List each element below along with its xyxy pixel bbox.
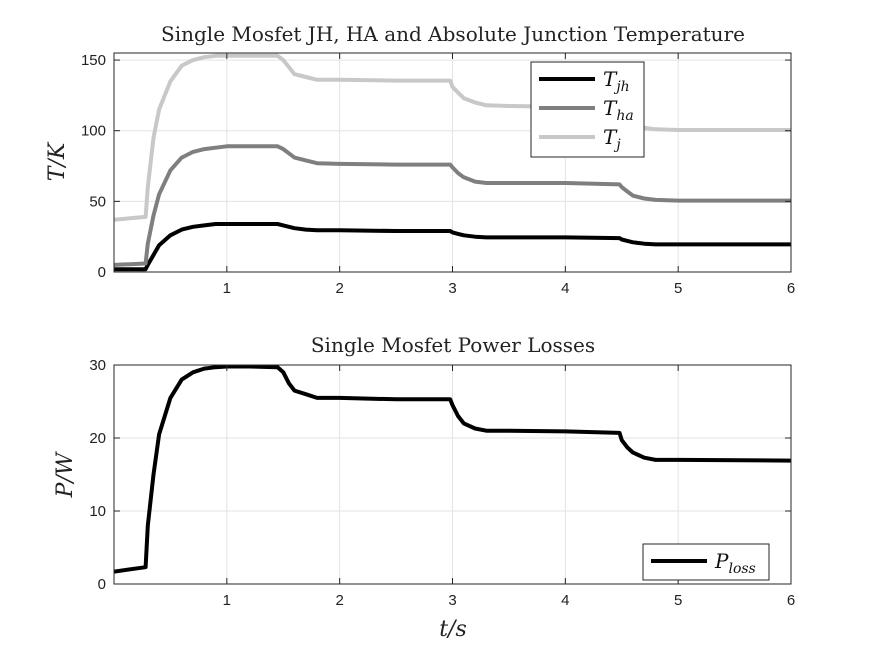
y-tick-label: 150	[81, 52, 106, 69]
top-plot-ylabel: T/K	[45, 141, 70, 181]
legend-label-t-j: Tj	[603, 125, 621, 153]
top-plot-temperatures: Single Mosfet JH, HA and Absolute Juncti…	[45, 22, 795, 297]
top-plot-title: Single Mosfet JH, HA and Absolute Juncti…	[161, 22, 745, 46]
top-plot-ticks: 1 2 3 4 5 6 0 50 100 150	[81, 52, 795, 297]
bottom-plot-xlabel: t/s	[439, 617, 467, 642]
series-line-t-jh	[114, 222, 791, 272]
x-tick-label: 4	[561, 592, 569, 609]
legend-label-p-loss: Ploss	[714, 549, 756, 577]
legend-label-t-ha: Tha	[603, 96, 634, 124]
bottom-plot-ylabel: P/W	[53, 450, 78, 498]
y-tick-label: 10	[89, 503, 106, 520]
x-tick-label: 6	[787, 280, 795, 297]
legend-label-t-jh: Tjh	[603, 67, 630, 95]
bottom-plot-series	[114, 365, 791, 574]
x-tick-label: 1	[223, 280, 231, 297]
x-tick-label: 3	[448, 592, 456, 609]
x-tick-label: 3	[448, 280, 456, 297]
y-tick-label: 50	[89, 193, 106, 210]
y-tick-label: 0	[98, 264, 106, 281]
bottom-plot-ticks: 1 2 3 4 5 6 0 10 20 30	[89, 357, 795, 609]
x-tick-label: 5	[674, 592, 682, 609]
y-tick-label: 0	[98, 576, 106, 593]
y-tick-label: 100	[81, 123, 106, 140]
x-tick-label: 2	[335, 592, 343, 609]
x-tick-label: 1	[223, 592, 231, 609]
series-line-p-loss	[114, 365, 791, 574]
bottom-plot-power: Single Mosfet Power Losses 1 2 3 4 5 6 0 10 20 30…	[53, 333, 795, 642]
bottom-plot-legend: Ploss	[642, 543, 770, 581]
y-tick-label: 30	[89, 357, 106, 374]
x-tick-label: 2	[335, 280, 343, 297]
bottom-plot-title: Single Mosfet Power Losses	[311, 333, 595, 357]
x-tick-label: 6	[787, 592, 795, 609]
x-tick-label: 5	[674, 280, 682, 297]
x-tick-label: 4	[561, 280, 569, 297]
y-tick-label: 20	[89, 430, 106, 447]
series-line-t-ha	[114, 144, 791, 267]
